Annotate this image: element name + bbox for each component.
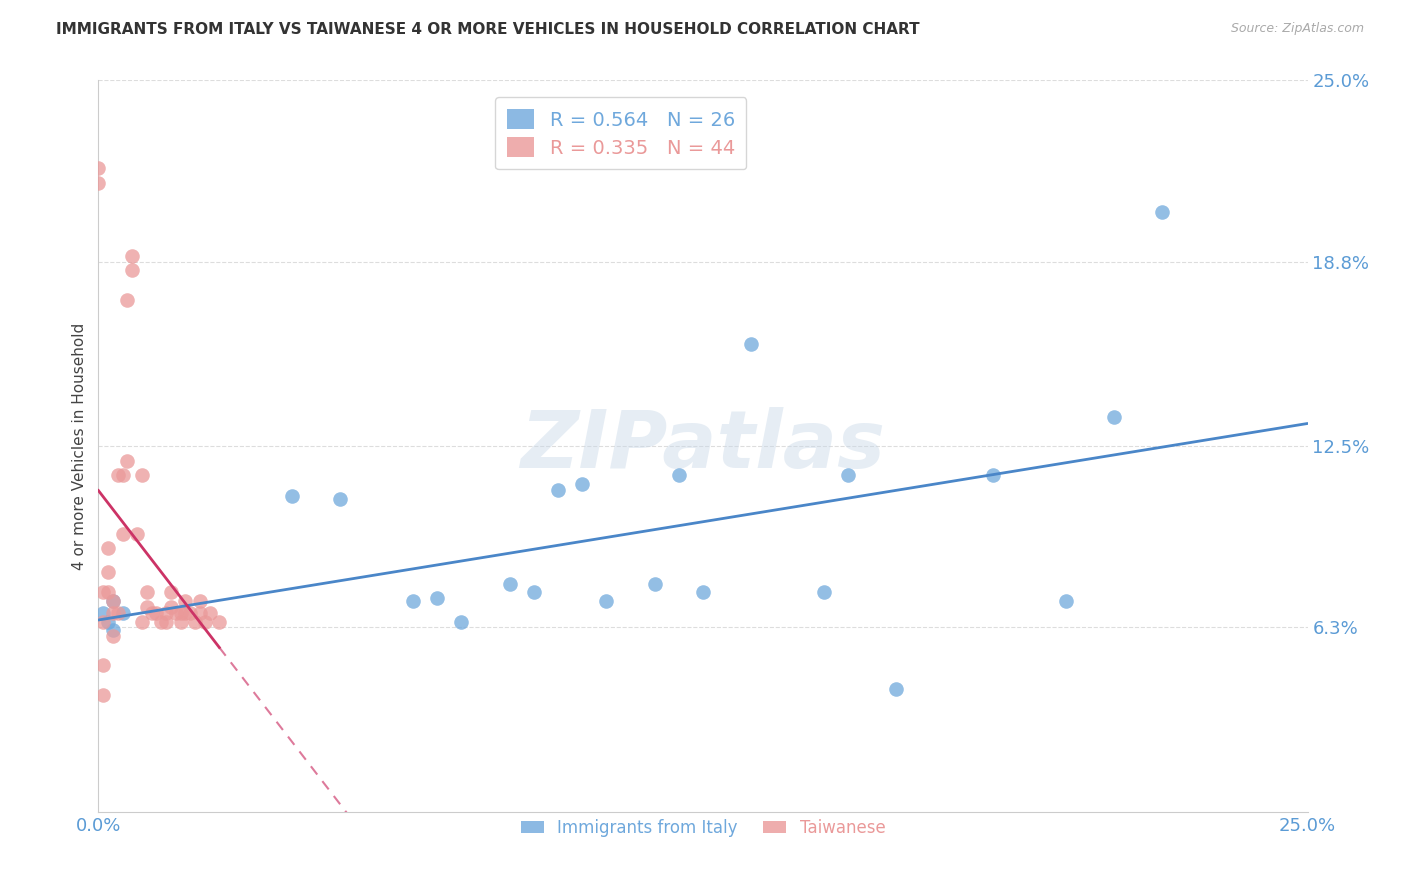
Point [668, 468, 690, 483]
Point [329, 491, 352, 506]
Point [571, 477, 593, 491]
Point [117, 293, 139, 307]
Text: ZIPatlas: ZIPatlas [520, 407, 886, 485]
Point [150, 615, 173, 629]
Point [194, 615, 217, 629]
Point [281, 489, 304, 503]
Point [141, 606, 163, 620]
Point [131, 615, 153, 629]
Point [1102, 409, 1125, 424]
Point [117, 453, 139, 467]
Text: IMMIGRANTS FROM ITALY VS TAIWANESE 4 OR MORE VEHICLES IN HOUSEHOLD CORRELATION C: IMMIGRANTS FROM ITALY VS TAIWANESE 4 OR … [56, 22, 920, 37]
Point [97, 615, 120, 629]
Point [111, 606, 134, 620]
Point [107, 606, 129, 620]
Point [523, 585, 546, 599]
Point [97, 585, 120, 599]
Point [813, 585, 835, 599]
Point [91, 615, 114, 629]
Point [155, 606, 177, 620]
Point [87, 176, 110, 190]
Point [547, 483, 569, 497]
Point [97, 541, 120, 556]
Point [145, 606, 167, 620]
Point [450, 615, 472, 629]
Point [184, 615, 207, 629]
Point [169, 615, 191, 629]
Point [91, 688, 114, 702]
Point [91, 658, 114, 673]
Point [208, 615, 231, 629]
Point [121, 249, 143, 263]
Point [87, 161, 110, 175]
Point [91, 606, 114, 620]
Point [127, 526, 149, 541]
Point [101, 606, 124, 620]
Point [188, 594, 211, 608]
Point [179, 606, 201, 620]
Point [692, 585, 714, 599]
Point [886, 681, 908, 696]
Point [101, 629, 124, 643]
Point [111, 468, 134, 483]
Text: Source: ZipAtlas.com: Source: ZipAtlas.com [1230, 22, 1364, 36]
Point [135, 585, 157, 599]
Point [595, 594, 617, 608]
Point [1054, 594, 1077, 608]
Point [135, 599, 157, 614]
Point [402, 594, 425, 608]
Point [740, 336, 762, 351]
Point [131, 468, 153, 483]
Point [155, 615, 177, 629]
Point [91, 585, 114, 599]
Point [498, 576, 520, 591]
Point [111, 526, 134, 541]
Y-axis label: 4 or more Vehicles in Household: 4 or more Vehicles in Household [72, 322, 87, 570]
Point [1152, 205, 1174, 219]
Point [837, 468, 859, 483]
Point [165, 606, 187, 620]
Point [426, 591, 449, 606]
Point [174, 594, 197, 608]
Point [101, 624, 124, 638]
Legend: Immigrants from Italy, Taiwanese: Immigrants from Italy, Taiwanese [515, 813, 891, 844]
Point [160, 585, 183, 599]
Point [644, 576, 666, 591]
Point [107, 468, 129, 483]
Point [160, 599, 183, 614]
Point [101, 594, 124, 608]
Point [97, 565, 120, 579]
Point [101, 594, 124, 608]
Point [174, 606, 197, 620]
Point [188, 606, 211, 620]
Point [169, 606, 191, 620]
Point [198, 606, 221, 620]
Point [981, 468, 1004, 483]
Point [121, 263, 143, 277]
